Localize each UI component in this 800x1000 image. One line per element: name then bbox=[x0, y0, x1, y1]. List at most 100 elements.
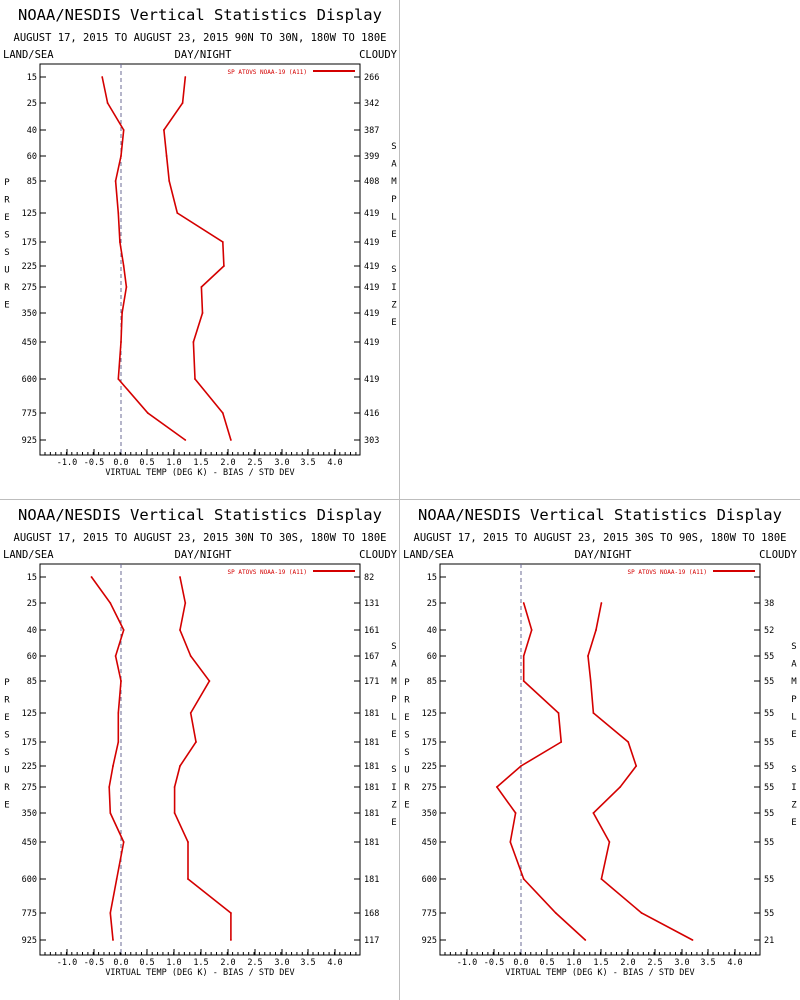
y-tick-label: 40 bbox=[427, 626, 437, 636]
data-point-std-dev bbox=[640, 912, 643, 914]
sample-size-axis-letter: Z bbox=[791, 800, 797, 810]
sample-size-axis-letter: S bbox=[791, 642, 796, 652]
y-tick-label: 275 bbox=[22, 783, 37, 793]
sample-size-axis-letter: A bbox=[391, 160, 397, 170]
series-line-bias bbox=[90, 576, 125, 941]
sample-size-axis-letter: E bbox=[791, 730, 796, 740]
y-tick-label: 600 bbox=[22, 875, 37, 885]
sample-size-label: 38 bbox=[764, 599, 774, 609]
y-tick-label: 15 bbox=[27, 573, 37, 583]
x-tick-label: 1.5 bbox=[193, 458, 208, 468]
y-tick-label: 60 bbox=[427, 652, 437, 662]
data-point-bias bbox=[122, 841, 125, 843]
y-tick-label: 275 bbox=[22, 283, 37, 293]
x-tick-label: 0.5 bbox=[139, 458, 154, 468]
pressure-axis-letter: E bbox=[4, 213, 9, 223]
data-point-bias bbox=[117, 212, 120, 214]
sample-size-label: 181 bbox=[364, 838, 379, 848]
pressure-axis-letter: R bbox=[404, 783, 410, 793]
x-tick-label: 1.0 bbox=[166, 458, 181, 468]
y-tick-label: 125 bbox=[22, 209, 37, 219]
x-tick-label: 1.0 bbox=[566, 958, 581, 968]
sample-size-label: 266 bbox=[364, 73, 379, 83]
sample-size-label: 131 bbox=[364, 599, 379, 609]
data-point-std-dev bbox=[179, 629, 181, 631]
plot-frame bbox=[439, 563, 761, 956]
data-point-std-dev bbox=[595, 629, 597, 631]
data-point-std-dev bbox=[200, 286, 203, 288]
sample-size-axis-letter: M bbox=[791, 677, 797, 687]
data-point-bias bbox=[554, 912, 557, 914]
y-tick-label: 85 bbox=[427, 677, 437, 687]
y-tick-label: 350 bbox=[422, 809, 437, 819]
data-point-bias bbox=[121, 312, 123, 314]
x-tick-label: 3.0 bbox=[274, 958, 289, 968]
data-point-bias bbox=[117, 378, 120, 380]
series-line-std-dev bbox=[163, 76, 232, 441]
data-point-bias bbox=[560, 741, 563, 743]
data-point-std-dev bbox=[184, 602, 187, 604]
data-point-std-dev bbox=[165, 155, 168, 157]
sample-size-axis-letter: Z bbox=[391, 300, 397, 310]
x-tick-label: -0.5 bbox=[84, 458, 104, 468]
y-tick-label: 85 bbox=[27, 177, 37, 187]
series-line-std-dev bbox=[587, 602, 693, 941]
pressure-axis-letter: R bbox=[4, 283, 10, 293]
data-point-std-dev bbox=[194, 378, 196, 380]
sample-size-axis-letter: E bbox=[391, 818, 396, 828]
y-tick-label: 350 bbox=[22, 809, 37, 819]
data-point-bias bbox=[496, 786, 498, 788]
x-tick-label: 0.0 bbox=[513, 958, 528, 968]
y-tick-label: 600 bbox=[422, 875, 437, 885]
sample-size-label: 161 bbox=[364, 626, 379, 636]
data-point-std-dev bbox=[608, 841, 611, 843]
sample-size-label: 419 bbox=[364, 309, 379, 319]
data-point-std-dev bbox=[184, 76, 187, 78]
x-axis-label: VIRTUAL TEMP (DEG K) - BIAS / STD DEV bbox=[105, 968, 294, 978]
y-tick-label: 125 bbox=[422, 709, 437, 719]
data-point-bias bbox=[122, 129, 125, 131]
data-point-bias bbox=[122, 629, 125, 631]
data-point-std-dev bbox=[195, 741, 197, 743]
legend-label: SP ATOVS NOAA-19 (A11) bbox=[228, 69, 307, 76]
pressure-axis-letter: S bbox=[4, 248, 9, 258]
sample-size-axis-letter: P bbox=[791, 695, 797, 705]
data-point-bias bbox=[109, 812, 112, 814]
y-tick-label: 775 bbox=[22, 909, 37, 919]
x-tick-label: 3.5 bbox=[700, 958, 715, 968]
y-tick-label: 775 bbox=[22, 409, 37, 419]
data-point-std-dev bbox=[619, 786, 622, 788]
sample-size-label: 55 bbox=[764, 783, 774, 793]
data-point-bias bbox=[509, 841, 512, 843]
x-tick-label: 3.5 bbox=[300, 958, 315, 968]
x-tick-label: 3.0 bbox=[274, 458, 289, 468]
y-tick-label: 925 bbox=[422, 936, 437, 946]
pressure-axis-letter: E bbox=[404, 713, 409, 723]
vertical-divider bbox=[399, 0, 400, 1000]
sample-size-label: 303 bbox=[364, 436, 379, 446]
y-tick-label: 60 bbox=[27, 152, 37, 162]
panel-90n-30n: NOAA/NESDIS Vertical Statistics Display A… bbox=[0, 0, 400, 500]
land-sea-label: LAND/SEA bbox=[3, 549, 54, 561]
x-tick-label: 2.5 bbox=[247, 458, 262, 468]
x-tick-label: 0.5 bbox=[539, 958, 554, 968]
pressure-axis-letter: E bbox=[4, 301, 9, 311]
data-point-bias bbox=[101, 76, 104, 78]
sample-size-label: 167 bbox=[364, 652, 379, 662]
y-tick-label: 225 bbox=[22, 762, 37, 772]
data-point-std-dev bbox=[600, 878, 603, 880]
y-tick-label: 925 bbox=[22, 936, 37, 946]
data-point-std-dev bbox=[187, 841, 189, 843]
data-point-bias bbox=[120, 155, 122, 157]
sample-size-axis-letter: L bbox=[391, 212, 396, 222]
x-tick-label: 2.5 bbox=[247, 958, 262, 968]
sample-size-label: 181 bbox=[364, 709, 379, 719]
sample-size-axis-letter: M bbox=[391, 177, 397, 187]
sample-size-axis-letter: E bbox=[391, 318, 396, 328]
sample-size-label: 55 bbox=[764, 909, 774, 919]
data-point-bias bbox=[514, 812, 517, 814]
y-tick-label: 40 bbox=[27, 626, 37, 636]
sample-size-axis-letter: A bbox=[391, 660, 397, 670]
legend-label: SP ATOVS NOAA-19 (A11) bbox=[228, 569, 307, 576]
sample-size-label: 416 bbox=[364, 409, 379, 419]
